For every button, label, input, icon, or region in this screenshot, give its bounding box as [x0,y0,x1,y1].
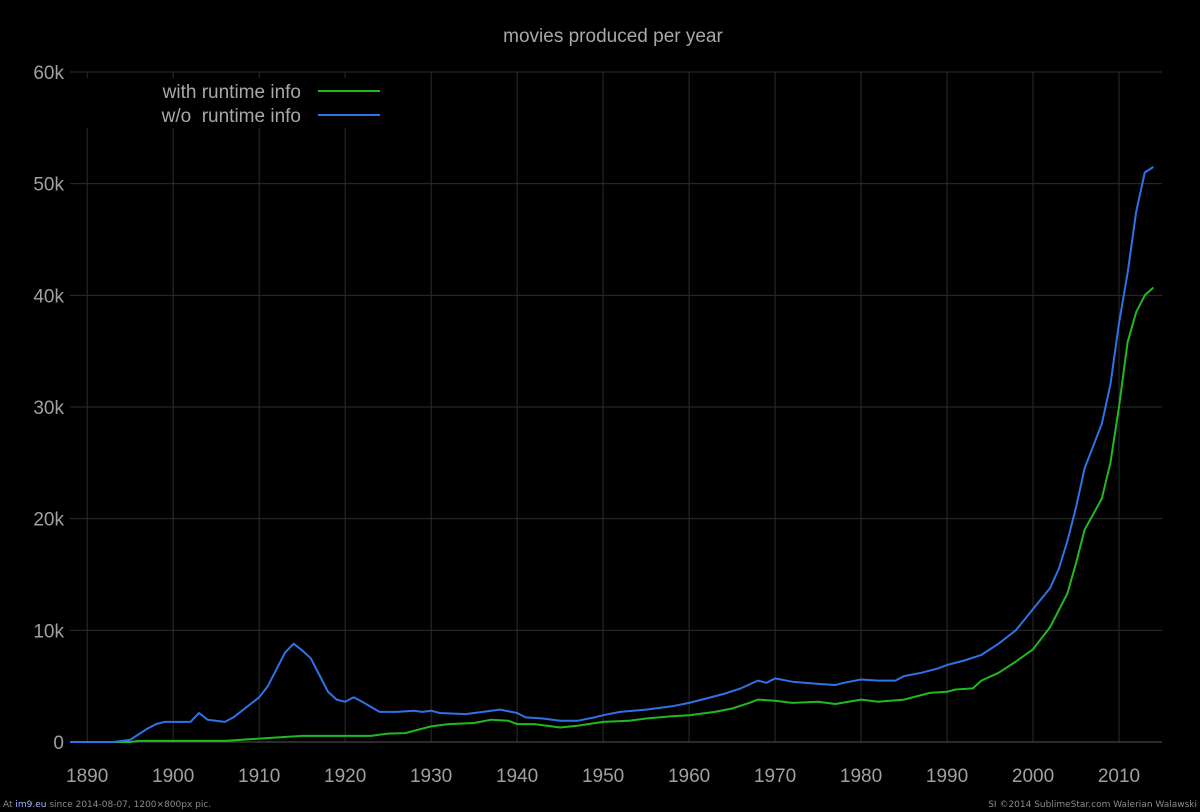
chart-title: movies produced per year [503,26,723,47]
y-tick-label: 0 [53,733,64,754]
y-tick-label: 50k [33,175,64,196]
legend-background [78,78,378,128]
x-tick-label: 1960 [668,766,710,787]
x-tick-label: 2010 [1098,766,1140,787]
footer-left-prefix: At [3,800,16,810]
x-axis: 1890 1900 1910 1920 1930 1940 1950 1960 1970 1980… [66,741,1162,787]
y-tick-label: 30k [33,398,64,419]
legend-label: w/o runtime info [161,106,301,127]
footer-site-link[interactable]: im9.eu [15,800,47,810]
legend-label: with runtime info [162,82,301,103]
footer-left: At im9.eu since 2014-08-07, 1200×800px p… [3,800,211,810]
x-tick-label: 1900 [152,766,194,787]
x-tick-label: 1920 [324,766,366,787]
y-tick-label: 40k [33,286,64,307]
footer-left-suffix: since 2014-08-07, 1200×800px pic. [46,800,212,810]
legend: with runtime info w/o runtime info [78,78,380,128]
x-tick-label: 1990 [926,766,968,787]
grid [70,71,1162,742]
x-tick-label: 2000 [1012,766,1054,787]
series-line [70,166,1154,743]
x-tick-label: 1980 [840,766,882,787]
x-tick-label: 1970 [754,766,796,787]
footer-credit: SI ©2014 SublimeStar.com Walerian Walaws… [988,800,1197,810]
series-layer [70,166,1155,743]
y-tick-label: 20k [33,510,64,531]
y-axis: 0 10k 20k 30k 40k 50k 60k [33,63,64,754]
x-tick-label: 1910 [238,766,280,787]
x-tick-label: 1890 [66,766,108,787]
x-tick-label: 1950 [582,766,624,787]
y-tick-label: 60k [33,63,64,84]
series-line [70,286,1155,743]
x-tick-label: 1930 [410,766,452,787]
x-tick-label: 1940 [496,766,538,787]
y-tick-label: 10k [33,621,64,642]
